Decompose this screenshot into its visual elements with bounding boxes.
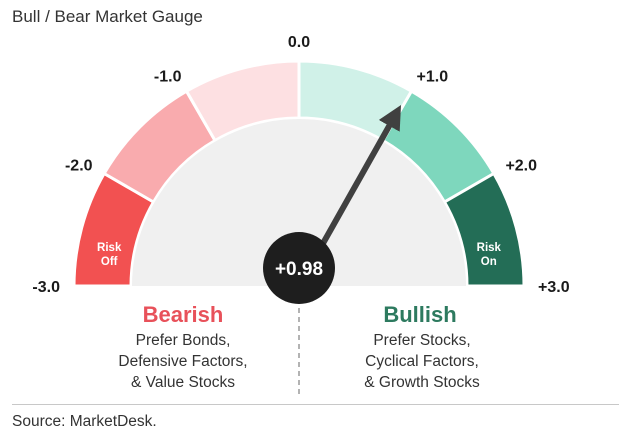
segment-label: Risk On: [477, 242, 502, 268]
tick-label: 0.0: [288, 34, 310, 51]
gauge-chart: Risk Off Risk On -3.0 -2.0 -1.0 0.0 +1.0 +2.0 +3.…: [32, 34, 570, 398]
bullish-line: Prefer Stocks,: [373, 332, 471, 349]
chart-title: Bull / Bear Market Gauge: [12, 7, 203, 26]
gauge-needle: [309, 104, 402, 265]
segment-label: Risk Off: [97, 242, 122, 268]
tick-label: +3.0: [538, 279, 570, 296]
gauge-value-label: +0.98: [275, 259, 323, 280]
tick-label: -2.0: [65, 158, 93, 175]
tick-label: +2.0: [505, 158, 537, 175]
bearish-line: Defensive Factors,: [118, 353, 248, 370]
bearish-description: Prefer Bonds, Defensive Factors, & Value…: [83, 330, 283, 393]
footer-divider: [12, 404, 619, 405]
bullish-line: & Growth Stocks: [364, 374, 480, 391]
bullish-heading: Bullish: [383, 302, 457, 327]
tick-label: -1.0: [154, 69, 182, 86]
tick-label: +1.0: [417, 69, 449, 86]
bearish-line: Prefer Bonds,: [135, 332, 231, 349]
gauge-face: [132, 119, 466, 286]
bearish-line: & Value Stocks: [131, 374, 235, 391]
tick-label: -3.0: [32, 279, 60, 296]
source-note: Source: MarketDesk.: [12, 413, 157, 430]
bearish-heading: Bearish: [142, 302, 224, 327]
bullish-line: Cyclical Factors,: [365, 353, 479, 370]
value-hub: [263, 232, 335, 304]
bullish-description: Prefer Stocks, Cyclical Factors, & Growt…: [322, 330, 522, 393]
gauge-segment: [442, 171, 526, 288]
